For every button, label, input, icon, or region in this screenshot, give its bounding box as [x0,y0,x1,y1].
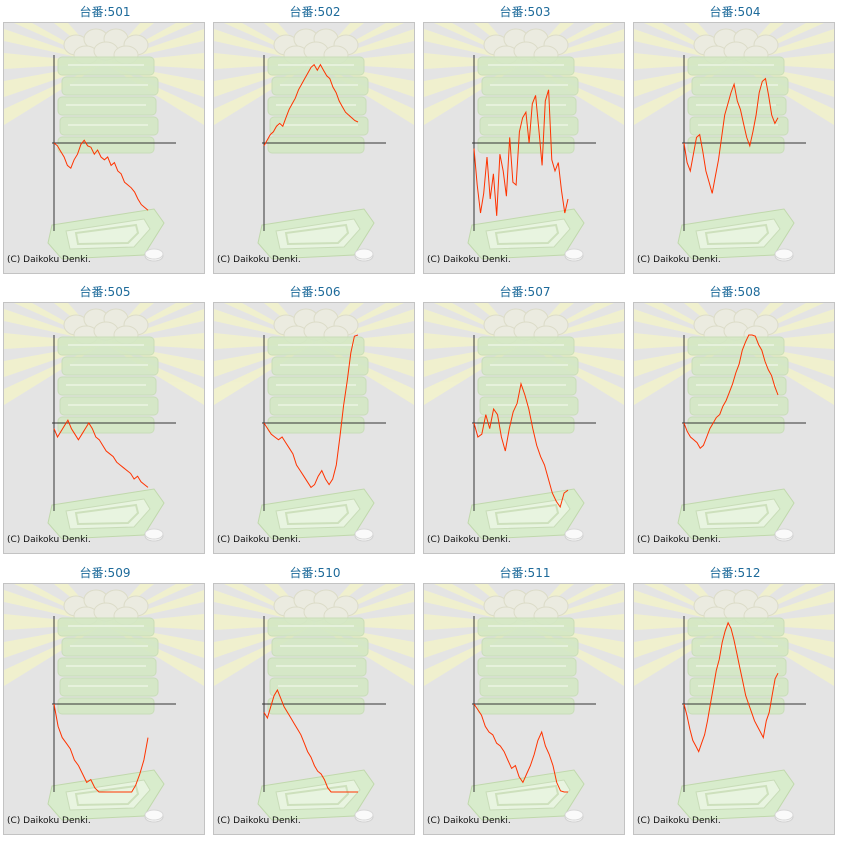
copyright-text: (C) Daikoku Denki. [427,255,511,265]
machine-cell: 台番:508 (C) Daikoku Denki. [630,280,840,560]
slump-series-line [473,703,568,793]
machine-title-link[interactable]: 台番:506 [289,285,341,299]
machine-title-link[interactable]: 台番:511 [499,566,551,580]
machine-cell: 台番:503 (C) Daikoku Denki. [420,0,630,280]
machine-title-link[interactable]: 台番:512 [709,566,761,580]
machine-title-link[interactable]: 台番:504 [709,5,761,19]
copyright-text: (C) Daikoku Denki. [637,535,721,545]
slump-graph [4,303,204,542]
slump-graph [634,584,834,823]
slump-graph-panel[interactable]: (C) Daikoku Denki. [423,302,625,554]
slump-series-line [53,139,149,211]
machine-title-link[interactable]: 台番:505 [79,285,131,299]
slump-graph [214,584,414,823]
slump-graph-panel[interactable]: (C) Daikoku Denki. [3,302,205,554]
machine-cell: 台番:510 (C) Daikoku Denki. [210,561,420,841]
slump-graph-panel[interactable]: (C) Daikoku Denki. [423,22,625,274]
machine-title-link[interactable]: 台番:510 [289,566,341,580]
machine-title-link[interactable]: 台番:503 [499,5,551,19]
slump-graph-panel[interactable]: (C) Daikoku Denki. [633,302,835,554]
copyright-text: (C) Daikoku Denki. [637,816,721,826]
machine-cell: 台番:505 (C) Daikoku Denki. [0,280,210,560]
copyright-text: (C) Daikoku Denki. [427,535,511,545]
machine-cell: 台番:509 (C) Daikoku Denki. [0,561,210,841]
slump-graph [634,303,834,542]
machine-title-link[interactable]: 台番:508 [709,285,761,299]
pachinko-background-art [214,303,414,542]
slump-series-line [53,703,149,793]
machine-title-link[interactable]: 台番:509 [79,566,131,580]
copyright-text: (C) Daikoku Denki. [427,816,511,826]
slump-series-line [473,381,569,509]
slump-graph [214,23,414,262]
machine-cell: 台番:506 (C) Daikoku Denki. [210,280,420,560]
slump-graph [424,23,624,262]
machine-cell: 台番:502 (C) Daikoku Denki. [210,0,420,280]
machine-title-link[interactable]: 台番:501 [79,5,131,19]
slump-graph-panel[interactable]: (C) Daikoku Denki. [423,583,625,835]
machine-cell: 台番:501 (C) Daikoku Denki. [0,0,210,280]
slump-graph-panel[interactable]: (C) Daikoku Denki. [213,302,415,554]
machine-title-link[interactable]: 台番:502 [289,5,341,19]
machine-cell: 台番:504 (C) Daikoku Denki. [630,0,840,280]
copyright-text: (C) Daikoku Denki. [217,255,301,265]
pachinko-background-art [4,584,204,823]
copyright-text: (C) Daikoku Denki. [217,535,301,545]
slump-graph-panel[interactable]: (C) Daikoku Denki. [3,583,205,835]
pachinko-background-art [424,584,624,823]
pachinko-background-art [4,303,204,542]
copyright-text: (C) Daikoku Denki. [7,255,91,265]
copyright-text: (C) Daikoku Denki. [637,255,721,265]
slump-series-line [263,63,359,147]
pachinko-background-art [634,23,834,262]
slump-graph [4,584,204,823]
pachinko-background-art [214,23,414,262]
machine-cell: 台番:512 (C) Daikoku Denki. [630,561,840,841]
pachinko-background-art [424,303,624,542]
copyright-text: (C) Daikoku Denki. [217,816,301,826]
machine-cell: 台番:511 (C) Daikoku Denki. [420,561,630,841]
slump-series-line [683,621,779,753]
slump-series-line [53,419,149,488]
copyright-text: (C) Daikoku Denki. [7,535,91,545]
pachinko-background-art [634,584,834,823]
slump-graph-panel[interactable]: (C) Daikoku Denki. [3,22,205,274]
slump-series-line [683,77,779,194]
pachinko-background-art [634,303,834,542]
machine-title-link[interactable]: 台番:507 [499,285,551,299]
pachinko-background-art [4,23,204,262]
pachinko-background-art [424,23,624,262]
pachinko-background-art [214,584,414,823]
slump-series-line [263,688,358,793]
slump-graph [4,23,204,262]
slump-graph-panel[interactable]: (C) Daikoku Denki. [633,22,835,274]
slump-graph [424,303,624,542]
slump-series-line [263,334,359,489]
slump-series-line [473,89,569,216]
slump-series-line [683,334,779,449]
slump-graph [424,584,624,823]
slump-graph [634,23,834,262]
slump-graph-panel[interactable]: (C) Daikoku Denki. [633,583,835,835]
copyright-text: (C) Daikoku Denki. [7,816,91,826]
machine-cell: 台番:507 (C) Daikoku Denki. [420,280,630,560]
slump-graph-panel[interactable]: (C) Daikoku Denki. [213,22,415,274]
slump-graph [214,303,414,542]
slump-graph-panel[interactable]: (C) Daikoku Denki. [213,583,415,835]
